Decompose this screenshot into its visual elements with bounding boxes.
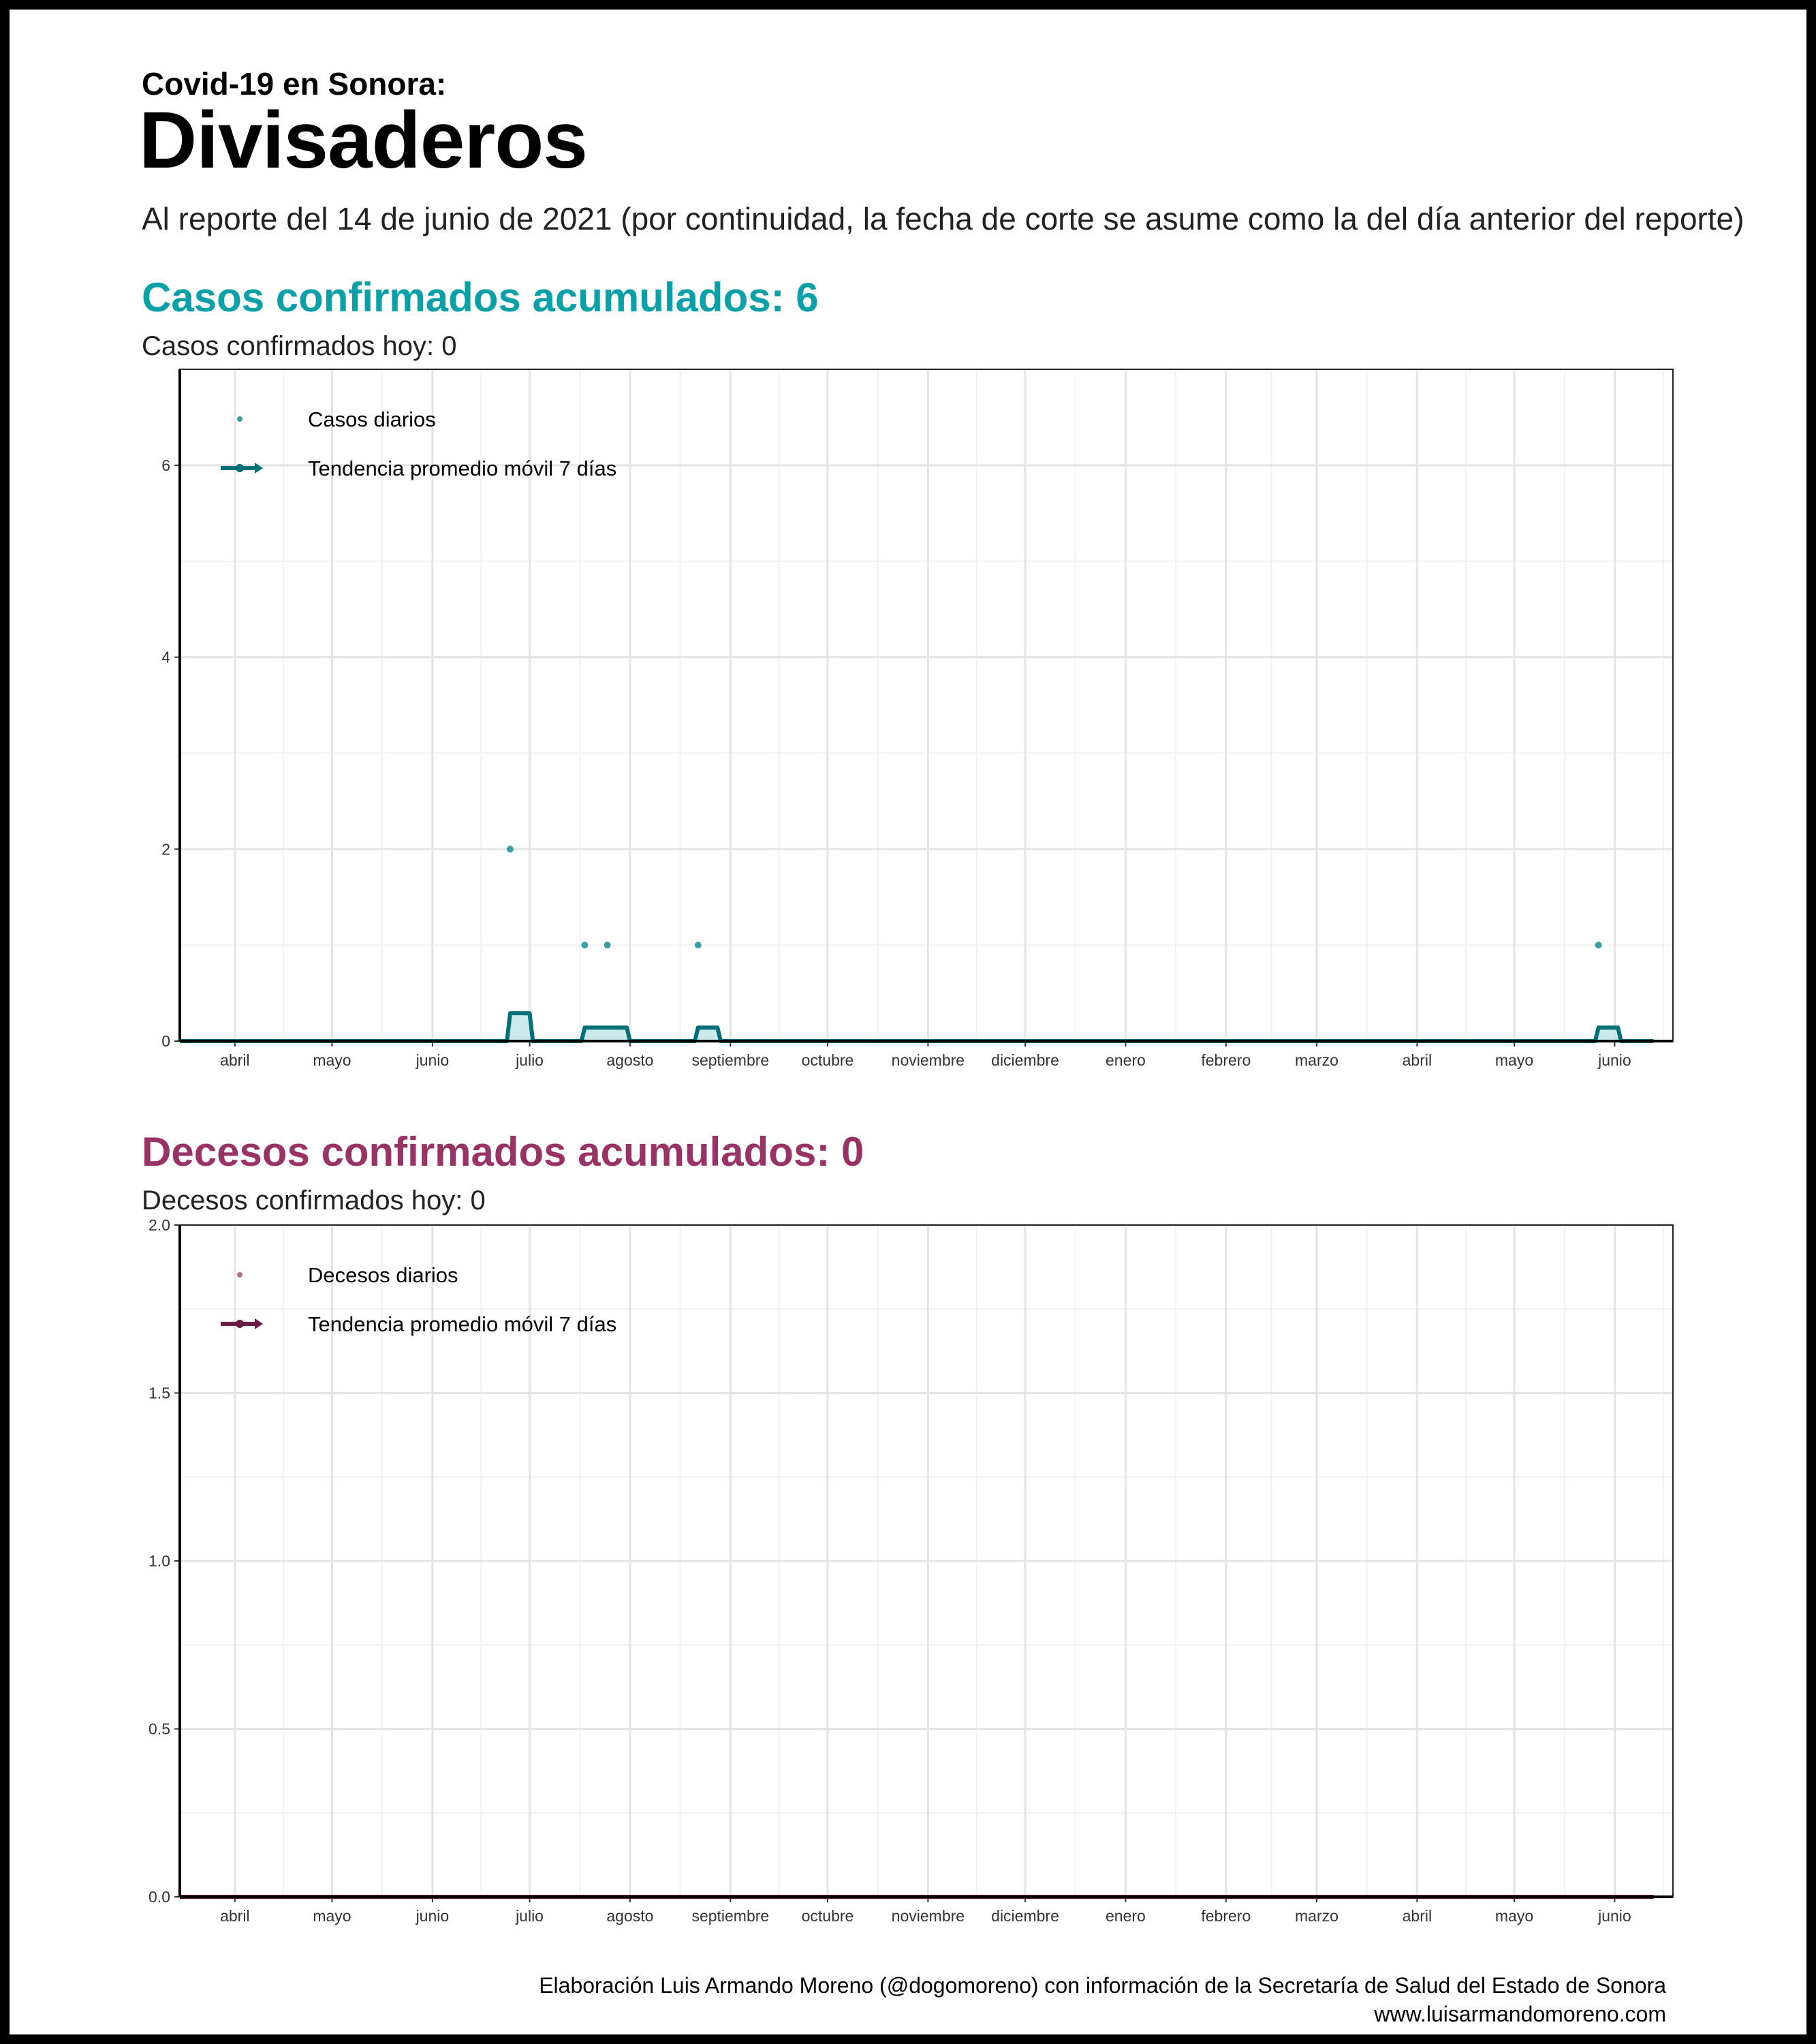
- cases-today: Casos confirmados hoy: 0: [142, 331, 457, 361]
- place-title: Divisaderos: [139, 95, 588, 185]
- report-subtitle: Al reporte del 14 de junio de 2021 (por …: [142, 201, 1744, 236]
- cases-legend-trend-label: Tendencia promedio móvil 7 días: [308, 456, 616, 480]
- cases-x-tick-label: febrero: [1201, 1051, 1251, 1069]
- cases-daily-point: [694, 942, 702, 949]
- deaths-x-tick-label: julio: [515, 1907, 544, 1925]
- cases-heading: Casos confirmados acumulados: 6: [142, 275, 819, 320]
- deaths-x-tick-label: junio: [416, 1907, 450, 1925]
- deaths-x-tick-label: octubre: [802, 1907, 854, 1925]
- deaths-x-tick-label: enero: [1106, 1907, 1146, 1925]
- deaths-heading: Decesos confirmados acumulados: 0: [142, 1129, 864, 1175]
- cases-x-tick-label: mayo: [313, 1051, 351, 1069]
- deaths-x-tick-label: noviembre: [892, 1907, 965, 1925]
- deaths-y-tick-label: 0.5: [148, 1720, 170, 1738]
- cases-x-tick-label: marzo: [1295, 1051, 1338, 1069]
- cases-legend-point-key: [237, 416, 242, 422]
- cases-x-tick-label: abril: [1403, 1051, 1432, 1069]
- cases-y-tick-label: 0: [161, 1032, 170, 1050]
- deaths-x-tick-label: junio: [1597, 1907, 1631, 1925]
- deaths-legend-point-key: [237, 1272, 242, 1278]
- deaths-x-tick-label: abril: [220, 1907, 249, 1925]
- cases-x-tick-label: agosto: [606, 1051, 653, 1069]
- report-kicker: Covid-19 en Sonora:: [142, 66, 447, 102]
- cases-x-tick-label: noviembre: [892, 1051, 965, 1069]
- cases-legend-points-label: Casos diarios: [308, 407, 436, 431]
- deaths-legend-trend-label: Tendencia promedio móvil 7 días: [308, 1312, 616, 1336]
- cases-daily-point: [581, 942, 589, 949]
- deaths-x-tick-label: diciembre: [991, 1907, 1059, 1925]
- deaths-y-tick-label: 1.5: [148, 1384, 170, 1402]
- charts-canvas: abril mayo junio julio agosto septiembre octub…: [148, 369, 1674, 1925]
- deaths-y-tick-label: 0.0: [148, 1888, 170, 1906]
- deaths-legend-line-key-arrow: [255, 1318, 263, 1329]
- cases-x-tick-label: diciembre: [991, 1051, 1059, 1069]
- report-frame: Covid-19 en Sonora: Divisaderos Al repor…: [10, 10, 1806, 2034]
- cases-y-tick-label: 4: [161, 649, 170, 666]
- deaths-x-tick-label: mayo: [1495, 1907, 1533, 1925]
- cases-legend-line-key-arrow: [255, 463, 263, 474]
- caption-website: www.luisarmandomoreno.com: [1374, 2001, 1666, 2026]
- cases-x-tick-label: abril: [220, 1051, 249, 1069]
- deaths-legend-line-key-dot: [236, 1320, 244, 1328]
- cases-x-tick-label: junio: [416, 1051, 450, 1069]
- cases-legend-line-key-dot: [236, 464, 244, 472]
- cases-daily-point: [1595, 942, 1602, 949]
- cases-chart: abril mayo junio julio agosto septiembre octub…: [161, 369, 1674, 1069]
- deaths-legend-points-label: Decesos diarios: [308, 1263, 458, 1287]
- deaths-x-tick-label: febrero: [1201, 1907, 1251, 1925]
- cases-x-tick-label: mayo: [1495, 1051, 1533, 1069]
- cases-daily-point: [604, 942, 611, 949]
- deaths-x-tick-label: marzo: [1295, 1907, 1338, 1925]
- deaths-x-tick-label: septiembre: [691, 1907, 769, 1925]
- deaths-y-tick-label: 1.0: [148, 1552, 170, 1570]
- cases-y-tick-label: 6: [161, 456, 170, 474]
- caption-credit: Elaboración Luis Armando Moreno (@dogomo…: [539, 1973, 1666, 1998]
- cases-plot-area: [180, 369, 1673, 1041]
- caption: Elaboración Luis Armando Moreno (@dogomo…: [539, 1972, 1666, 2028]
- deaths-x-tick-label: mayo: [313, 1907, 351, 1925]
- cases-x-tick-label: enero: [1106, 1051, 1146, 1069]
- deaths-chart: abril mayo junio julio agosto septiembre octub…: [148, 1216, 1674, 1925]
- cases-x-tick-label: septiembre: [691, 1051, 769, 1069]
- cases-x-tick-label: julio: [515, 1051, 544, 1069]
- deaths-y-tick-label: 2.0: [148, 1216, 170, 1234]
- deaths-x-tick-label: abril: [1403, 1907, 1432, 1925]
- cases-x-tick-label: octubre: [802, 1051, 854, 1069]
- cases-y-tick-label: 2: [161, 840, 170, 858]
- cases-daily-point: [506, 846, 514, 853]
- deaths-today: Decesos confirmados hoy: 0: [142, 1186, 486, 1215]
- deaths-x-tick-label: agosto: [606, 1907, 653, 1925]
- cases-x-tick-label: junio: [1597, 1051, 1631, 1069]
